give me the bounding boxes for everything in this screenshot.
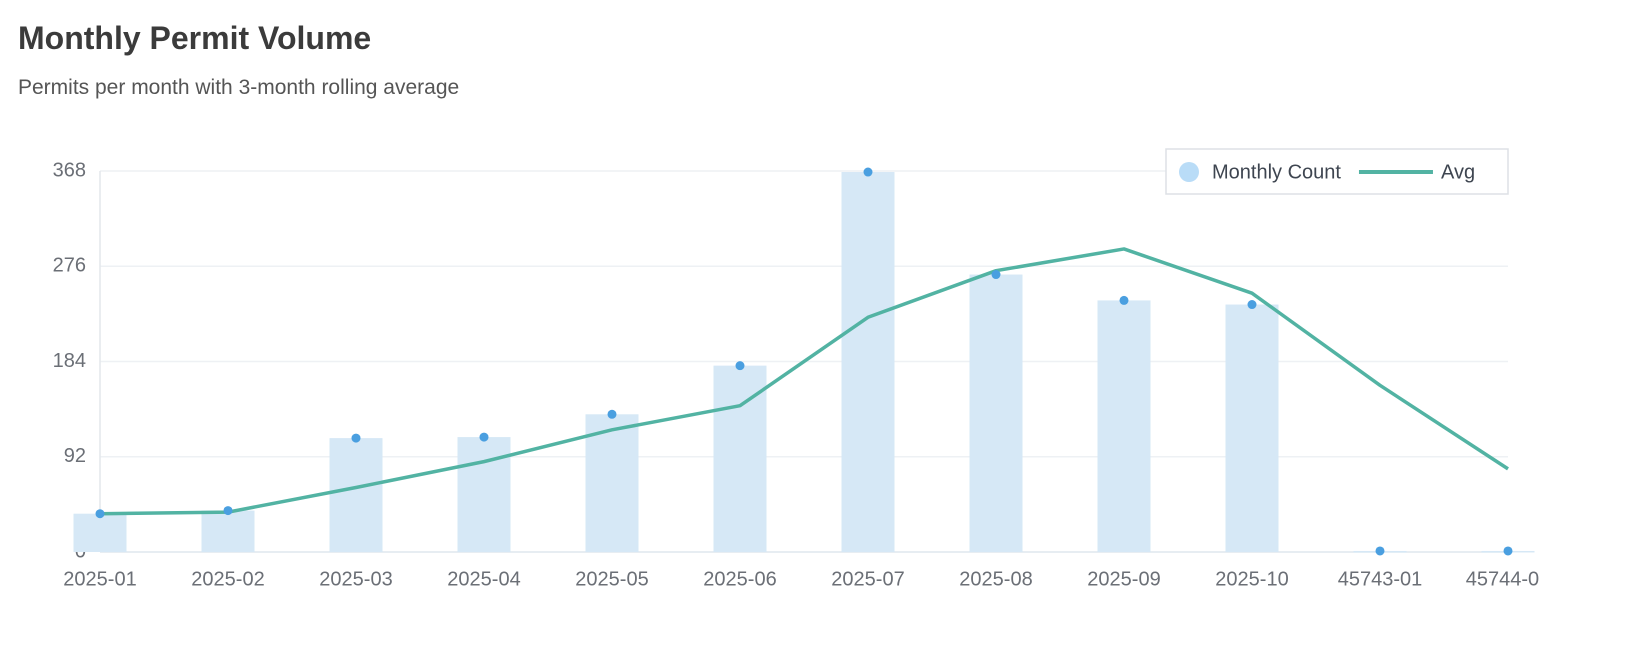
bar — [73, 513, 127, 552]
bar — [713, 365, 767, 552]
x-tick-label: 2025-10 — [1215, 568, 1288, 590]
x-tick-label: 2025-09 — [1087, 568, 1160, 590]
x-tick-label: 2025-03 — [319, 568, 392, 590]
bar — [1225, 304, 1279, 552]
bar — [329, 438, 383, 552]
y-tick-label: 368 — [53, 159, 86, 181]
y-tick-label: 276 — [53, 255, 86, 277]
bar-point — [1119, 295, 1129, 305]
chart: 0921842763682025-012025-022025-032025-04… — [53, 148, 1540, 590]
bar-point — [223, 506, 233, 516]
x-tick-label: 2025-05 — [575, 568, 648, 590]
bar — [969, 274, 1023, 552]
bar-point — [991, 270, 1001, 280]
legend-box — [1165, 148, 1509, 195]
avg-line — [99, 247, 1509, 516]
legend-label: Avg — [1441, 161, 1475, 183]
bar-point — [1503, 546, 1513, 556]
bar-point — [351, 433, 361, 443]
legend-label: Monthly Count — [1212, 161, 1341, 183]
bar — [1097, 300, 1151, 552]
bar-point — [863, 167, 873, 177]
bar-point — [735, 361, 745, 371]
x-tick-label: 2025-08 — [959, 568, 1032, 590]
bar-point — [479, 432, 489, 442]
chart-title: Monthly Permit Volume — [18, 20, 372, 56]
x-tick-label: 2025-06 — [703, 568, 776, 590]
bar — [841, 172, 895, 552]
x-tick-label: 45744-01 — [1466, 568, 1540, 590]
bar-point — [1375, 546, 1385, 556]
bar — [457, 437, 511, 552]
y-tick-label: 184 — [53, 350, 86, 372]
x-tick-label: 2025-02 — [191, 568, 264, 590]
x-tick-label: 2025-01 — [63, 568, 136, 590]
y-tick-label: 92 — [64, 445, 86, 467]
bar — [201, 510, 255, 552]
x-tick-label: 2025-07 — [831, 568, 904, 590]
legend-swatch — [1179, 162, 1199, 182]
bar-point — [95, 509, 105, 519]
bar-point — [1247, 300, 1257, 310]
x-tick-label: 2025-04 — [447, 568, 520, 590]
bar — [585, 414, 639, 552]
chart-subtitle: Permits per month with 3-month rolling a… — [18, 76, 460, 99]
bar-point — [607, 409, 617, 419]
x-tick-label: 45743-01 — [1338, 568, 1423, 590]
